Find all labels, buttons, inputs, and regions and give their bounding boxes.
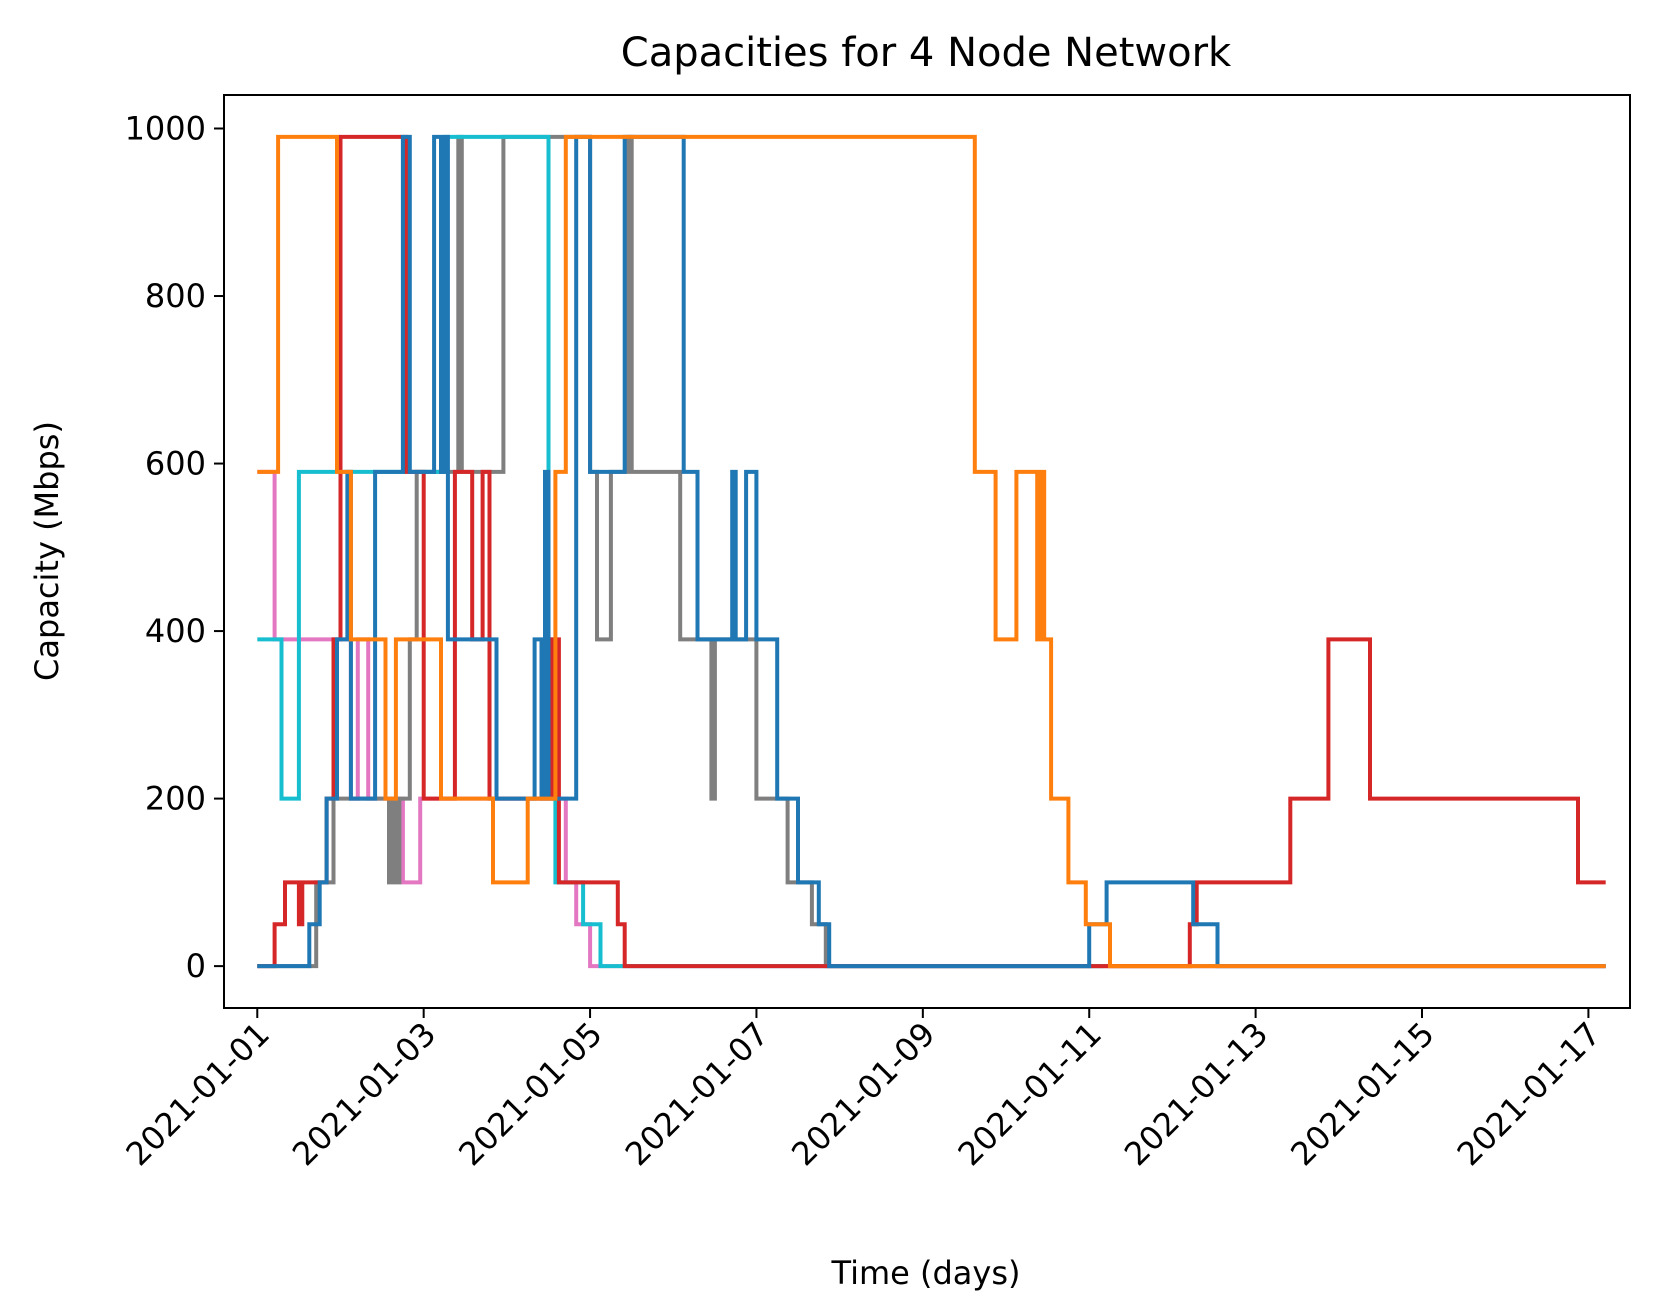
plot-frame	[223, 94, 1631, 1009]
chart-title: Capacities for 4 Node Network	[621, 30, 1232, 76]
y-tick-label: 0	[186, 947, 206, 985]
series-line-5	[257, 134, 1606, 969]
y-axis-label: Capacity (Mbps)	[28, 421, 66, 681]
series-layer	[257, 134, 1606, 969]
y-tick-label: 1000	[125, 110, 206, 148]
y-tick-label: 200	[145, 780, 206, 818]
y-axis: 0 200 400 600 800 1000	[125, 110, 224, 985]
series-line-4	[257, 134, 1606, 969]
x-axis-label: Time (days)	[831, 1254, 1021, 1292]
series-line-6	[257, 134, 1606, 969]
y-tick-label: 600	[145, 445, 206, 483]
series-line-3	[257, 134, 1104, 969]
y-tick-label: 800	[145, 277, 206, 315]
y-tick-label: 400	[145, 612, 206, 650]
